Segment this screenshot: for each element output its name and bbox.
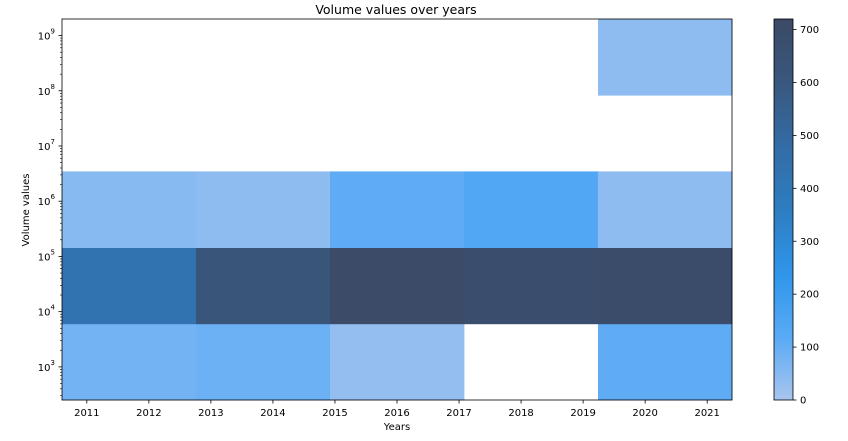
colorbar-tick-label: 200	[800, 290, 819, 301]
y-tick-label: 105	[38, 248, 55, 263]
heatmap-cell	[598, 171, 733, 248]
x-tick-label: 2015	[322, 408, 347, 419]
heatmap-cell	[62, 323, 197, 401]
x-tick-label: 2017	[446, 408, 471, 419]
heatmap-cell	[598, 19, 733, 96]
heatmap-cell	[464, 247, 599, 325]
colorbar	[773, 18, 794, 401]
heatmap-cell	[464, 171, 599, 248]
x-axis: 2011 2012 2013 2014 2015 2016 2017 2018 2019 2020…	[74, 400, 720, 419]
x-tick-label: 2014	[260, 408, 285, 419]
heatmap-cell	[598, 323, 733, 401]
chart-title: Volume values over years	[315, 2, 476, 17]
heatmap-cell	[598, 247, 733, 325]
y-tick-label: 107	[38, 138, 55, 153]
colorbar-tick-label: 0	[800, 396, 806, 407]
colorbar-tick-label: 700	[800, 25, 819, 36]
colorbar-tick-label: 400	[800, 184, 819, 195]
x-tick-label: 2018	[508, 408, 533, 419]
y-tick-label: 104	[38, 304, 56, 319]
y-tick-label: 108	[38, 83, 55, 98]
x-tick-label: 2012	[136, 408, 161, 419]
colorbar-tick-label: 500	[800, 131, 819, 142]
heatmap-cell	[62, 247, 197, 325]
heatmap-cell	[330, 323, 465, 401]
x-tick-label: 2011	[74, 408, 99, 419]
y-tick-label: 109	[38, 28, 55, 43]
heatmap-cells	[62, 19, 733, 401]
colorbar-tick-label: 100	[800, 343, 819, 354]
heatmap-cell	[196, 323, 331, 401]
heatmap-cell	[62, 171, 197, 248]
x-tick-label: 2016	[384, 408, 409, 419]
x-tick-label: 2020	[632, 408, 657, 419]
x-tick-label: 2019	[570, 408, 595, 419]
x-tick-label: 2021	[694, 408, 719, 419]
heatmap-cell	[196, 171, 331, 248]
y-axis: 103 104 105 106 107 108 109	[38, 28, 62, 397]
heatmap-cell	[330, 247, 465, 325]
y-axis-label: Volume values	[21, 174, 32, 247]
y-tick-label: 103	[38, 359, 55, 374]
heatmap-cell	[330, 171, 465, 248]
colorbar-tick-label: 300	[800, 237, 819, 248]
colorbar-axis: 0 100 200 300 400 500 600 700	[793, 25, 819, 407]
y-tick-label: 106	[38, 193, 56, 208]
colorbar-tick-label: 600	[800, 78, 819, 89]
x-axis-label: Years	[383, 422, 410, 433]
heatmap-cell	[196, 247, 331, 325]
x-tick-label: 2013	[198, 408, 223, 419]
